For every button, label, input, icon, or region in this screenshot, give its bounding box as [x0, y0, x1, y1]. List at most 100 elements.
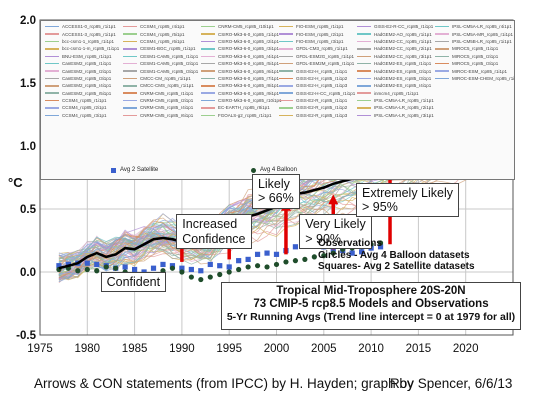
legend-entry-37: EC-EARTH_rcp85_r8i1p1 [201, 104, 281, 111]
legend-swatch-5 [45, 62, 59, 65]
satellite-point-15 [198, 268, 204, 274]
annotation-2: Likely > 66% [251, 173, 300, 209]
legend-label-67: IPSL-CM5B-LR_rcp85_r1i1p1 [452, 38, 512, 44]
legend-label-3: bcc-csm1-1-m_rcp85_r1i1p1 [62, 46, 120, 52]
legend-label-9: CanESM2_rcp85_r5i1p1 [62, 90, 112, 96]
legend-column-4: GISS-E2-R-CC_rcp85_r1i1p1 HadGEM2-AO_rcp8… [357, 23, 437, 119]
balloon-point-25 [292, 258, 299, 264]
arrow-head-3 [328, 194, 339, 205]
legend-entry-48: GISS-E2-H-CC_rcp85_r1i1p1 [279, 90, 359, 97]
observations-line-balloon: Circles - Avg 4 Balloon datasets [318, 249, 470, 261]
legend-swatch-42 [279, 48, 293, 50]
legend-swatch-20 [123, 77, 137, 80]
satellite-point-0 [56, 263, 62, 269]
legend-label-20: CMCC-CM_rcp85_r1i1p1 [140, 75, 191, 81]
satellite-point-16 [207, 261, 213, 268]
legend-label-60: HadGEM2-ES_rcp85_r4i1p1 [374, 83, 432, 89]
balloon-point-3 [84, 266, 90, 273]
legend-swatch-10 [45, 99, 59, 102]
legend-entry-43: GFDL-ESM2G_rcp85_r1i1p1 [279, 53, 359, 60]
legend-entry-36: CSIRO-Mk3-6-0_rcp85_r10i1p1 [201, 97, 282, 104]
legend-label-35: CSIRO-Mk3-6-0_rcp85_r9i1p1 [218, 90, 280, 96]
legend-entry-57: HadGEM2-ES_rcp85_r1i1p1 [357, 60, 437, 67]
legend-entry-26: CNRM-CM5_rcp85_r10i1p1 [201, 23, 281, 30]
legend-label-32: CSIRO-Mk3-6-0_rcp85_r6i1p1 [218, 68, 280, 74]
legend-column-3: FIO-ESM_rcp85_r1i1p1 FIO-ESM_rcp85_r2i1p1… [279, 23, 359, 119]
legend-entry-70: MIROC5_rcp85_r3i1p1 [435, 60, 514, 67]
legend-swatch-39 [279, 25, 293, 28]
legend-swatch-15 [123, 40, 137, 43]
legend-entry-2: bcc-csm1-1_rcp85_r1i1p1 [45, 38, 125, 45]
legend-label-47: GISS-E2-H_rcp85_r1i1p3 [296, 83, 348, 89]
legend-label-58: HadGEM2-ES_rcp85_r2i1p1 [374, 68, 432, 74]
satellite-point-18 [226, 264, 232, 270]
legend-entry-60: HadGEM2-ES_rcp85_r4i1p1 [357, 82, 437, 89]
legend-swatch-34 [201, 85, 215, 87]
legend-swatch-13 [123, 25, 137, 28]
legend-swatch-51 [279, 114, 293, 117]
legend-swatch-32 [201, 70, 215, 72]
legend-label-70: MIROC5_rcp85_r3i1p1 [452, 61, 499, 67]
legend-entry-66: IPSL-CM5A-MR_rcp85_r1i1p1 [435, 30, 514, 37]
legend-label-49: GISS-E2-R_rcp85_r1i1p1 [296, 98, 348, 104]
legend-label-12: CCSM4_rcp85_r3i1p1 [62, 112, 107, 118]
legend-column-2: CNRM-CM5_rcp85_r10i1p1 CSIRO-Mk3-6-0_rcp8… [201, 23, 282, 119]
balloon-point-16 [207, 274, 213, 280]
satellite-point-9 [141, 269, 147, 275]
legend-swatch-55 [357, 48, 371, 50]
legend-entry-44: GFDL-ESM2M_rcp85_r1i1p1 [279, 60, 359, 67]
legend-swatch-8 [45, 85, 59, 87]
balloon-point-27 [311, 254, 317, 260]
legend-entry-55: HadGEM2-CC_rcp85_r2i1p1 [357, 45, 437, 52]
legend-entry-49: GISS-E2-R_rcp85_r1i1p1 [279, 97, 359, 104]
x-tick-label-2: 1985 [122, 343, 148, 355]
balloon-point-13 [179, 269, 185, 275]
legend-swatch-17 [123, 55, 137, 57]
x-tick-label-8: 2015 [406, 343, 432, 355]
legend-swatch-71 [435, 70, 449, 72]
legend-label-31: CSIRO-Mk3-6-0_rcp85_r5i1p1 [218, 61, 280, 67]
legend-swatch-57 [357, 62, 371, 65]
legend-label-10: CCSM4_rcp85_r1i1p1 [62, 98, 107, 104]
x-tick-label-3: 1990 [169, 343, 195, 355]
legend-entry-11: CCSM4_rcp85_r2i1p1 [45, 104, 125, 111]
legend-entry-20: CMCC-CM_rcp85_r1i1p1 [123, 75, 203, 82]
balloon-point-34 [377, 240, 384, 246]
annotation-3: Very Likely > 90% [299, 214, 372, 249]
legend-swatch-48 [279, 92, 293, 94]
y-tick-label-2: 0.5 [20, 204, 37, 216]
y-tick-label-3: 1.0 [20, 141, 36, 153]
x-tick-label-4: 1995 [216, 343, 242, 355]
legend-swatch-12 [45, 114, 59, 117]
legend-swatch-18 [123, 62, 137, 65]
legend-satellite-label: Avg 2 Satellite [120, 167, 159, 173]
legend-label-27: CSIRO-Mk3-6-0_rcp85_r1i1p1 [218, 31, 280, 37]
legend-label-59: HadGEM2-ES_rcp85_r3i1p1 [374, 75, 432, 81]
legend-entry-33: CSIRO-Mk3-6-0_rcp85_r7i1p1 [201, 75, 281, 82]
balloon-point-23 [273, 261, 280, 268]
balloon-point-12 [169, 265, 176, 271]
legend-swatch-21 [123, 85, 137, 87]
legend-entry-47: GISS-E2-H_rcp85_r1i1p3 [279, 82, 359, 89]
legend-swatch-9 [45, 92, 59, 94]
legend-entry-21: CMCC-CMS_rcp85_r1i1p1 [123, 82, 203, 89]
legend-swatch-60 [357, 85, 371, 87]
legend-label-28: CSIRO-Mk3-6-0_rcp85_r2i1p1 [218, 38, 280, 44]
legend-label-53: HadGEM2-AO_rcp85_r1i1p1 [374, 31, 432, 37]
legend-label-22: CNRM-CM5_rcp85_r1i1p1 [140, 90, 194, 96]
annotation-3-line-1: > 90% [305, 231, 342, 246]
legend-column-5: IPSL-CM5A-LR_rcp85_r4i1p1 IPSL-CM5A-MR_rc… [435, 23, 514, 82]
satellite-point-19 [236, 258, 242, 264]
legend-balloon-label: Avg 4 Balloon [260, 167, 297, 173]
satellite-point-8 [132, 266, 138, 273]
legend-entry-15: CCSM4_rcp85_r6i1p1 [123, 38, 203, 45]
legend-entry-68: MIROC5_rcp85_r1i1p1 [435, 45, 514, 52]
legend-swatch-33 [201, 77, 215, 80]
satellite-point-14 [188, 266, 194, 273]
legend-label-13: CCSM4_rcp85_r4i1p1 [140, 24, 185, 30]
legend-label-62: IPSL-CM5A-LR_rcp85_r1i1p1 [374, 98, 434, 104]
satellite-point-4 [94, 261, 100, 268]
balloon-point-6 [113, 265, 119, 271]
legend-label-7: CanESM2_rcp85_r3i1p1 [62, 75, 112, 81]
legend-label-54: HadGEM2-CC_rcp85_r1i1p1 [374, 38, 432, 44]
